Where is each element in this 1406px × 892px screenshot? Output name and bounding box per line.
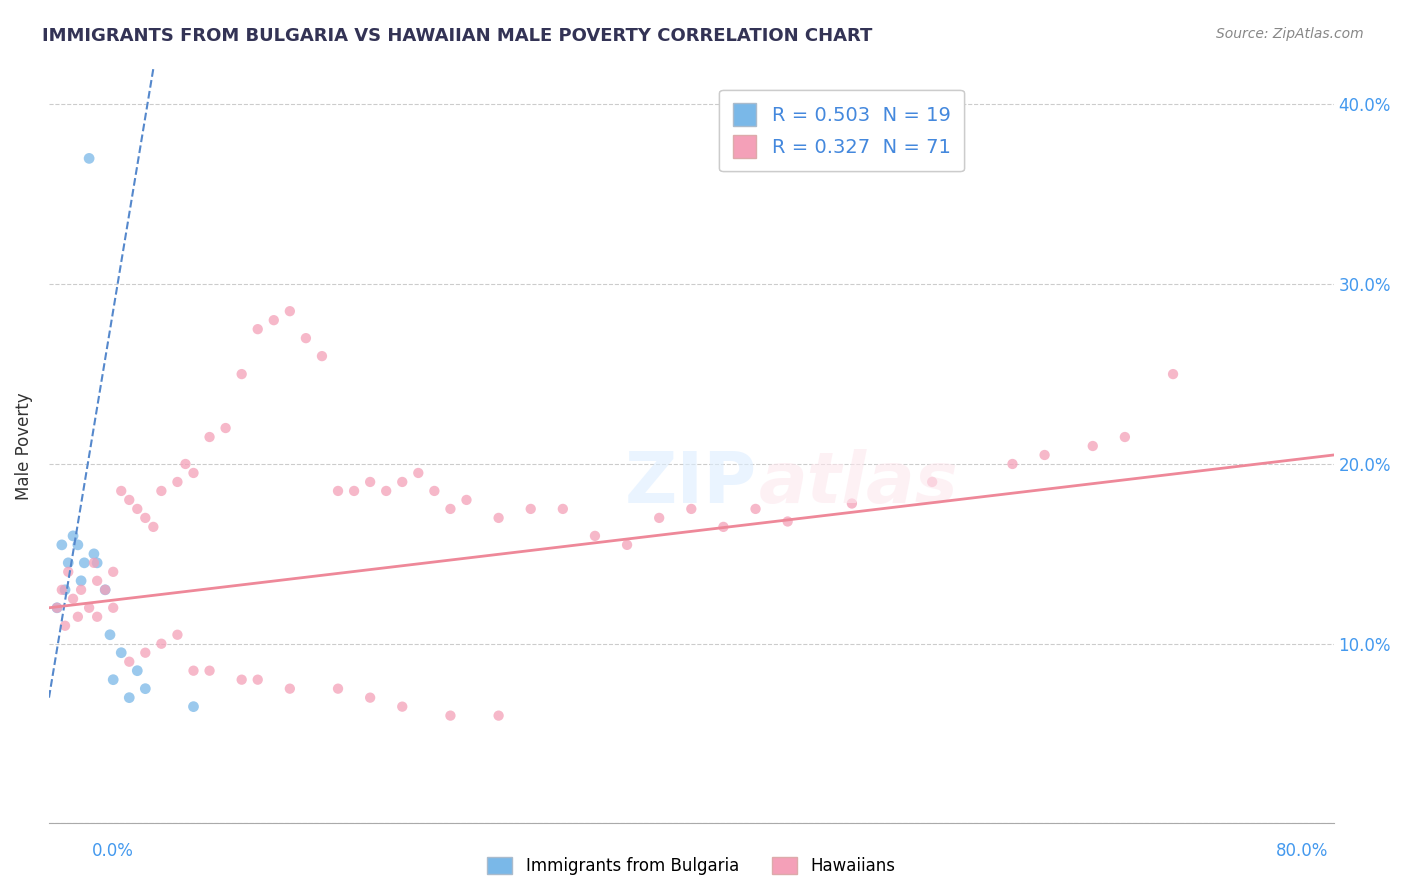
Point (278, 681, 301, 696)
Point (110, 483, 132, 498)
Point (51, 582, 73, 597)
Text: 0.0%: 0.0% (91, 842, 134, 860)
Point (551, 502, 574, 516)
Point (94, 582, 117, 597)
Point (278, 304, 301, 318)
Point (1161, 367, 1184, 381)
Point (103, 565, 125, 579)
Text: 80.0%: 80.0% (1277, 842, 1329, 860)
Point (231, 673, 253, 687)
Point (127, 502, 149, 516)
Point (776, 515, 799, 529)
Point (408, 466, 430, 480)
Text: Source: ZipAtlas.com: Source: ZipAtlas.com (1216, 27, 1364, 41)
Point (118, 690, 141, 705)
Point (103, 673, 125, 687)
Point (83, 547, 105, 561)
Point (713, 520, 735, 534)
Point (134, 511, 156, 525)
Point (183, 466, 205, 480)
Point (94, 582, 117, 597)
Text: ZIP: ZIP (626, 450, 758, 518)
Point (150, 637, 173, 651)
Y-axis label: Male Poverty: Male Poverty (15, 392, 32, 500)
Point (83, 556, 105, 570)
Point (231, 367, 253, 381)
Point (46, 600, 69, 615)
Text: IMMIGRANTS FROM BULGARIA VS HAWAIIAN MALE POVERTY CORRELATION CHART: IMMIGRANTS FROM BULGARIA VS HAWAIIAN MAL… (42, 27, 873, 45)
Point (183, 699, 205, 714)
Point (295, 331, 318, 345)
Point (183, 664, 205, 678)
Point (841, 496, 863, 510)
Point (166, 628, 188, 642)
Point (456, 492, 478, 507)
Point (70, 574, 93, 588)
Point (127, 664, 149, 678)
Point (150, 483, 173, 498)
Point (86, 574, 108, 588)
Point (70, 582, 93, 597)
Point (326, 681, 349, 696)
Point (263, 313, 285, 327)
Point (51, 538, 73, 552)
Point (62, 529, 84, 543)
Point (198, 430, 221, 444)
Point (134, 646, 156, 660)
Point (66, 538, 89, 552)
Point (391, 475, 413, 489)
Point (58, 565, 80, 579)
Point (488, 511, 510, 525)
Point (1081, 439, 1104, 453)
Point (103, 600, 125, 615)
Point (519, 502, 541, 516)
Point (375, 483, 398, 498)
Point (681, 502, 703, 516)
Point (53, 582, 76, 597)
Point (66, 609, 89, 624)
Point (744, 502, 766, 516)
Point (423, 483, 446, 498)
Point (98, 628, 121, 642)
Point (118, 655, 141, 669)
Point (246, 322, 269, 336)
Point (1001, 457, 1024, 471)
Point (311, 349, 333, 363)
Point (1114, 430, 1136, 444)
Text: atlas: atlas (758, 450, 957, 518)
Point (921, 475, 943, 489)
Point (359, 690, 381, 705)
Point (142, 520, 165, 534)
Point (616, 538, 638, 552)
Legend: R = 0.503  N = 19, R = 0.327  N = 71: R = 0.503 N = 19, R = 0.327 N = 71 (720, 89, 965, 171)
Point (118, 492, 141, 507)
Point (86, 556, 108, 570)
Point (198, 664, 221, 678)
Point (1033, 448, 1056, 462)
Point (488, 708, 510, 723)
Point (86, 609, 108, 624)
Point (77, 600, 100, 615)
Point (391, 699, 413, 714)
Point (439, 502, 461, 516)
Point (583, 529, 606, 543)
Point (134, 681, 156, 696)
Point (343, 483, 366, 498)
Point (246, 673, 269, 687)
Point (53, 619, 76, 633)
Point (62, 591, 84, 606)
Point (110, 646, 132, 660)
Point (58, 556, 80, 570)
Point (174, 457, 197, 471)
Point (73, 556, 96, 570)
Point (359, 475, 381, 489)
Point (166, 475, 188, 489)
Point (77, 152, 100, 166)
Point (439, 708, 461, 723)
Point (46, 600, 69, 615)
Point (648, 511, 671, 525)
Point (326, 483, 349, 498)
Point (214, 421, 236, 435)
